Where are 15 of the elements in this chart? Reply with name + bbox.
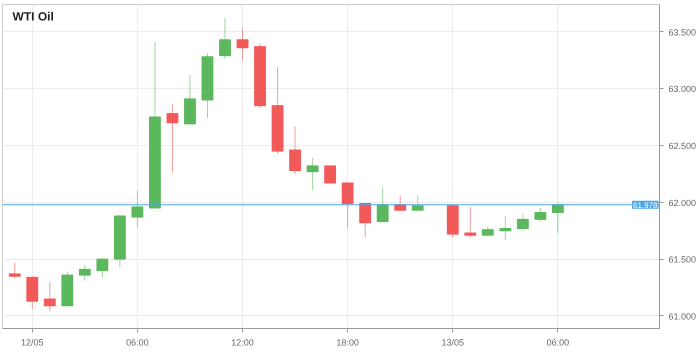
- ref-line-label: 61.978: [633, 200, 658, 210]
- y-tick-label: 62.500: [668, 140, 696, 151]
- x-tick-label: 06:00: [546, 338, 570, 348]
- y-tick-label: 63.000: [668, 84, 696, 94]
- y-tick-label: 61.500: [668, 254, 696, 265]
- text: WTI Oil: [12, 10, 54, 24]
- y-tick-label: 62.000: [668, 198, 696, 208]
- x-tick-label: 06:00: [126, 338, 149, 348]
- x-tick-label: 13/05: [442, 338, 464, 348]
- y-tick-label: 61.000: [668, 311, 696, 322]
- x-tick-label: 12/05: [21, 338, 44, 348]
- candlestick: [324, 165, 336, 185]
- x-tick-label: 12:00: [231, 338, 254, 348]
- x-tick-label: 18:00: [336, 338, 359, 348]
- y-tick-label: 63.500: [668, 27, 696, 38]
